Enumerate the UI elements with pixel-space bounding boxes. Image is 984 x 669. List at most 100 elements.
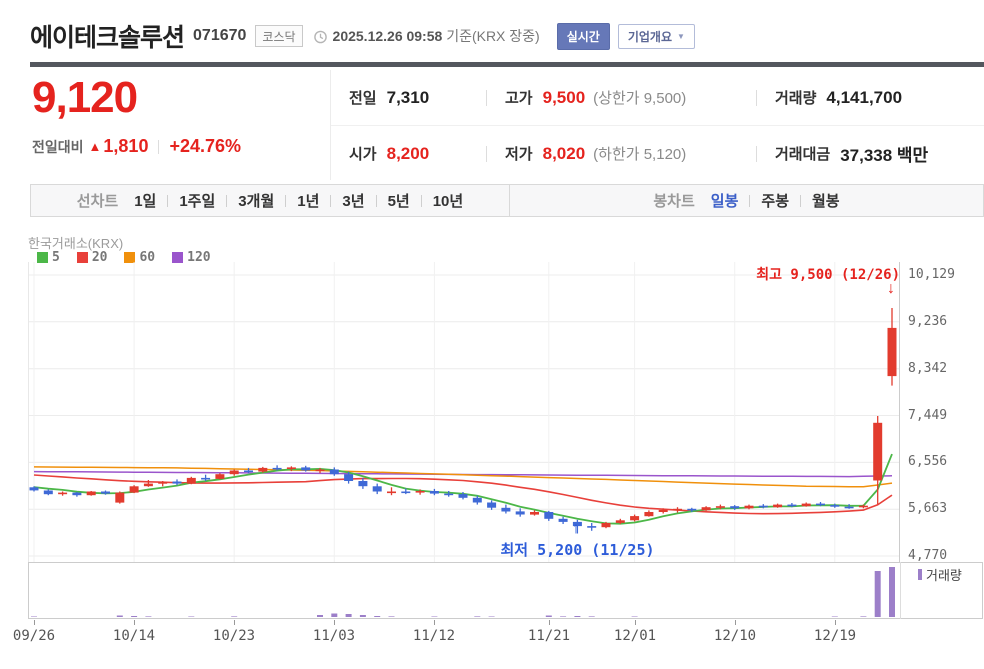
- volume-value: 4,141,700: [826, 87, 903, 107]
- tick-mark: [433, 620, 435, 625]
- y-axis-label: 5,663: [908, 501, 948, 516]
- line-chart-tab-group: 선차트 1일 1주일 3개월 1년 3년 5년 10년: [31, 185, 510, 216]
- open-cell: 시가 8,200: [331, 143, 486, 164]
- line-chart-group-label: 선차트: [76, 193, 119, 210]
- x-axis-tick: 11/21: [519, 620, 579, 645]
- x-axis-label: 09/26: [12, 628, 56, 644]
- x-axis-label: 12/01: [613, 628, 657, 644]
- trade-amount-cell: 거래대금 37,338 백만: [757, 141, 984, 166]
- volume-bar-icon: [918, 569, 922, 580]
- volume-cell: 거래량 4,141,700: [757, 87, 984, 108]
- divider: [226, 195, 228, 207]
- tick-mark: [33, 620, 35, 625]
- info-row: 전일 7,310 고가 9,500 (상한가 9,500) 거래량 4,141,…: [331, 70, 984, 125]
- high-annotation: 최고 9,500 (12/26): [756, 267, 900, 283]
- realtime-button[interactable]: 실시간: [556, 22, 610, 50]
- y-axis-label: 4,770: [908, 548, 948, 563]
- prev-close-cell: 전일 7,310: [331, 87, 486, 108]
- x-axis-label: 12/19: [813, 628, 857, 644]
- tab[interactable]: 5년: [387, 193, 410, 210]
- ma-color-swatch: [172, 252, 184, 263]
- candle-chart-tab-group: 봉차트 일봉 주봉 월봉: [510, 185, 983, 216]
- ma-legend-item: 5: [37, 250, 60, 265]
- tick-mark: [734, 620, 736, 625]
- tick-mark: [233, 620, 235, 625]
- tab[interactable]: 1주일: [179, 193, 216, 210]
- y-axis-label: 7,449: [908, 408, 948, 423]
- divider: [486, 145, 487, 162]
- current-price: 9,120: [32, 73, 138, 122]
- low-cell: 저가 8,020 (하한가 5,120): [487, 143, 756, 164]
- divider: [756, 145, 757, 162]
- volume-chart: [28, 562, 983, 619]
- x-axis-label: 10/23: [212, 628, 256, 644]
- tick-mark: [834, 620, 836, 625]
- y-axis-label: 6,556: [908, 454, 948, 469]
- info-row: 시가 8,200 저가 8,020 (하한가 5,120) 거래대금 37,33…: [331, 125, 984, 181]
- stock-code: 071670: [193, 27, 247, 44]
- divider: [756, 89, 757, 106]
- y-axis: 10,129 9,236 8,342 7,449 6,556 5,663 4,770: [908, 262, 982, 563]
- prev-close-label: 전일: [349, 90, 377, 107]
- tick-mark: [634, 620, 636, 625]
- x-axis-label: 10/14: [112, 628, 156, 644]
- divider: [158, 139, 160, 154]
- tick-mark: [333, 620, 335, 625]
- change-percent: +24.76%: [169, 136, 242, 156]
- volume-legend-label: 거래량: [926, 568, 962, 583]
- prev-close-value: 7,310: [386, 87, 430, 107]
- timestamp: 2025.12.26 09:58 기준(KRX 장중): [332, 28, 540, 44]
- tick-mark: [548, 620, 550, 625]
- lower-limit-note: (하한가 5,120): [593, 146, 687, 163]
- x-axis-tick: 11/12: [404, 620, 464, 645]
- price-info-table: 전일 7,310 고가 9,500 (상한가 9,500) 거래량 4,141,…: [330, 70, 984, 180]
- divider: [420, 195, 422, 207]
- price-change-row: 전일대비 ▲ 1,810 +24.76%: [32, 136, 328, 157]
- y-axis-label: 8,342: [908, 361, 948, 376]
- tab[interactable]: 3개월: [238, 193, 275, 210]
- y-axis-label: 9,236: [908, 314, 948, 329]
- change-label: 전일대비: [32, 138, 84, 155]
- candle-chart-tabs: 일봉 주봉 월봉: [711, 190, 840, 211]
- tab[interactable]: 10년: [432, 193, 464, 210]
- x-axis-tick: 11/03: [304, 620, 364, 645]
- x-axis-label: 11/12: [412, 628, 456, 644]
- high-value: 9,500: [542, 87, 586, 107]
- chart-period-tabbar: 선차트 1일 1주일 3개월 1년 3년 5년 10년 봉차트 일봉 주봉 월봉: [30, 184, 984, 217]
- x-axis-tick: 10/23: [204, 620, 264, 645]
- tab[interactable]: 월봉: [812, 193, 840, 210]
- volume-label: 거래량: [775, 90, 817, 107]
- high-cell: 고가 9,500 (상한가 9,500): [487, 87, 756, 108]
- x-axis-label: 11/21: [527, 628, 571, 644]
- upper-limit-note: (상한가 9,500): [593, 90, 687, 107]
- tab[interactable]: 3년: [342, 193, 365, 210]
- tab[interactable]: 일봉: [710, 193, 739, 210]
- clock-icon: [313, 29, 328, 44]
- high-label: 고가: [505, 90, 533, 107]
- divider: [167, 195, 169, 207]
- low-value: 8,020: [542, 143, 586, 163]
- chart-source-label: 한국거래소(KRX): [28, 236, 124, 251]
- open-label: 시가: [349, 146, 377, 163]
- chevron-down-icon: ▼: [677, 31, 685, 41]
- tab[interactable]: 1일: [134, 193, 157, 210]
- x-axis-label: 11/03: [312, 628, 356, 644]
- trade-amount-value: 37,338 백만: [840, 146, 929, 165]
- ma-period-label: 120: [187, 250, 211, 265]
- tab[interactable]: 1년: [297, 193, 320, 210]
- company-overview-button[interactable]: 기업개요 ▼: [617, 23, 695, 49]
- low-arrow-icon: ↑: [572, 520, 580, 537]
- ma-legend-item: 120: [172, 250, 211, 265]
- x-axis-label: 12/10: [713, 628, 757, 644]
- x-axis-tick: 12/10: [705, 620, 765, 645]
- volume-legend: 거래량: [918, 565, 962, 584]
- tab[interactable]: 주봉: [761, 193, 789, 210]
- ma-legend-item: 20: [76, 250, 107, 265]
- candlestick-chart: [28, 262, 900, 563]
- change-value: 1,810: [103, 136, 149, 156]
- ma-color-swatch: [76, 252, 88, 263]
- x-axis-tick: 12/19: [805, 620, 865, 645]
- low-annotation: 최저 5,200 (11/25): [500, 541, 655, 559]
- divider: [486, 89, 487, 106]
